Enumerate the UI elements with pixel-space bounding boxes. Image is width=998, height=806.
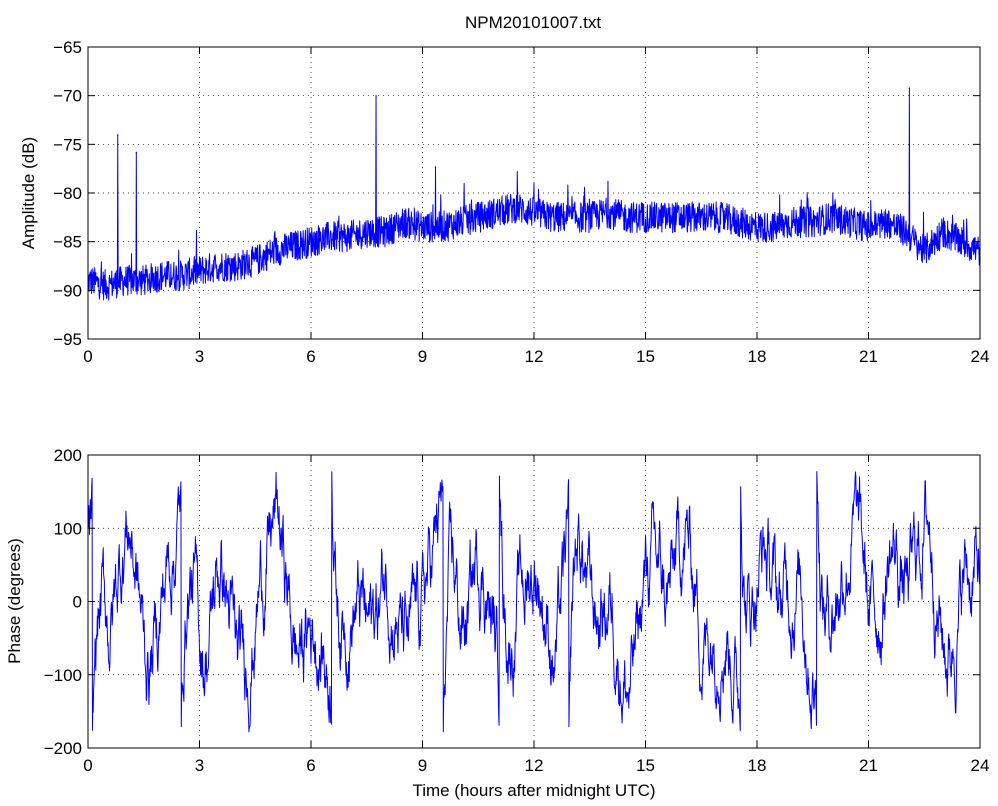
phase-axes: 0 3 6 9 12 15 18 21 24 −200 −100 0 100 200 Phase (deg… — [5, 446, 989, 800]
amplitude-ytick-label: −95 — [53, 330, 82, 349]
amplitude-plot-area — [87, 87, 981, 301]
phase-ytick-label: −200 — [44, 739, 82, 758]
amplitude-series-line — [87, 87, 981, 301]
phase-grid — [88, 455, 980, 748]
amplitude-xtick-label: 0 — [83, 347, 92, 366]
amplitude-xtick-label: 18 — [748, 347, 767, 366]
phase-xtick-label: 24 — [971, 756, 990, 775]
amplitude-ylabel: Amplitude (dB) — [19, 137, 38, 249]
amplitude-xtick-label: 21 — [859, 347, 878, 366]
phase-xtick-label: 15 — [636, 756, 655, 775]
phase-ytick-label: 200 — [54, 446, 82, 465]
amplitude-xtick-label: 3 — [195, 347, 204, 366]
phase-ytick-label: 100 — [54, 519, 82, 538]
amplitude-ytick-label: −90 — [53, 281, 82, 300]
phase-xtick-label: 3 — [195, 756, 204, 775]
amplitude-ytick-label: −85 — [53, 233, 82, 252]
phase-xtick-label: 0 — [83, 756, 92, 775]
amplitude-xtick-label: 15 — [636, 347, 655, 366]
amplitude-xtick-label: 24 — [971, 347, 990, 366]
phase-ylabel: Phase (degrees) — [5, 538, 24, 664]
amplitude-ytick-label: −75 — [53, 135, 82, 154]
phase-series-line — [87, 471, 981, 733]
phase-xtick-label: 18 — [748, 756, 767, 775]
phase-ticks: 0 3 6 9 12 15 18 21 24 −200 −100 0 100 200 — [44, 446, 990, 775]
phase-xtick-label: 21 — [859, 756, 878, 775]
phase-xtick-label: 9 — [418, 756, 427, 775]
amplitude-xtick-label: 6 — [306, 347, 315, 366]
amplitude-xtick-label: 12 — [525, 347, 544, 366]
amplitude-ytick-label: −70 — [53, 87, 82, 106]
phase-xtick-label: 6 — [306, 756, 315, 775]
phase-xlabel: Time (hours after midnight UTC) — [412, 781, 655, 800]
phase-plot-area — [87, 471, 981, 733]
amplitude-ticks: 0 3 6 9 12 15 18 21 24 −95 −90 −85 −80 −75 −70 −65 — [53, 38, 989, 366]
amplitude-ytick-label: −80 — [53, 184, 82, 203]
phase-ytick-label: 0 — [73, 593, 82, 612]
amplitude-axes: 0 3 6 9 12 15 18 21 24 −95 −90 −85 −80 −75 −70 −65 Ampl… — [19, 38, 989, 366]
amplitude-ytick-label: −65 — [53, 38, 82, 57]
phase-xtick-label: 12 — [525, 756, 544, 775]
phase-ytick-label: −100 — [44, 666, 82, 685]
amplitude-xtick-label: 9 — [418, 347, 427, 366]
figure-title: NPM20101007.txt — [465, 13, 601, 32]
